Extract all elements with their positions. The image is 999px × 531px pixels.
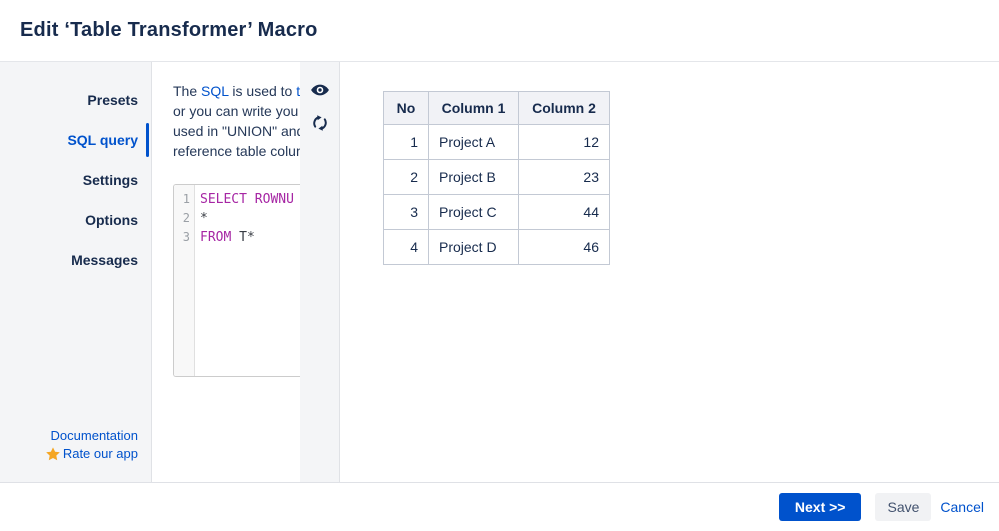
code-line: * bbox=[200, 211, 208, 226]
description-line: used in "UNION" and bbox=[173, 123, 300, 139]
line-number: 1 bbox=[182, 192, 190, 206]
table-cell: Project D bbox=[428, 229, 519, 265]
description-link[interactable]: tr bbox=[296, 83, 300, 99]
save-button[interactable]: Save bbox=[875, 493, 932, 521]
dialog-body: Presets SQL query Settings Options Messages … bbox=[0, 62, 999, 483]
table-row: 1 Project A 12 bbox=[383, 124, 610, 160]
line-number: 3 bbox=[182, 230, 190, 244]
rate-our-app-link[interactable]: Rate our app bbox=[46, 445, 138, 463]
sql-description-text: The SQL is used to tr or you can write yo… bbox=[173, 81, 300, 161]
table-cell: Project A bbox=[428, 124, 519, 160]
sql-query-panel: The SQL is used to tr or you can write yo… bbox=[152, 62, 300, 482]
editor-code-area[interactable]: SELECT ROWNU * FROM T* bbox=[195, 185, 300, 376]
code-line: SELECT ROWNU bbox=[200, 192, 294, 207]
editor-line-numbers: 1 2 3 bbox=[174, 185, 195, 376]
table-header-cell: Column 2 bbox=[518, 91, 610, 125]
sql-code-editor[interactable]: 1 2 3 SELECT ROWNU * FROM T* bbox=[173, 184, 300, 377]
sidebar-item-messages[interactable]: Messages bbox=[71, 252, 138, 268]
description-line: reference table colum bbox=[173, 143, 300, 159]
sidebar-item-settings[interactable]: Settings bbox=[82, 172, 138, 188]
line-number: 2 bbox=[182, 211, 190, 225]
table-cell: 46 bbox=[518, 229, 610, 265]
cancel-button[interactable]: Cancel bbox=[936, 493, 988, 521]
sidebar-item-sql-query[interactable]: SQL query bbox=[0, 120, 151, 160]
table-cell: Project C bbox=[428, 194, 519, 230]
table-row: 3 Project C 44 bbox=[383, 194, 610, 230]
table-cell: 23 bbox=[518, 159, 610, 195]
sidebar-footer: Documentation Rate our app bbox=[46, 427, 138, 466]
table-cell: 2 bbox=[383, 159, 429, 195]
code-line: FROM T* bbox=[200, 230, 255, 245]
table-header-cell: No bbox=[383, 91, 429, 125]
table-cell: 44 bbox=[518, 194, 610, 230]
preview-eye-icon[interactable] bbox=[309, 79, 331, 101]
table-cell: 4 bbox=[383, 229, 429, 265]
refresh-icon[interactable] bbox=[309, 112, 331, 134]
table-row: 2 Project B 23 bbox=[383, 159, 610, 195]
star-icon bbox=[46, 447, 60, 461]
table-preview-panel: No Column 1 Column 2 1 Project A 12 2 Project … bbox=[340, 62, 999, 482]
table-row: 4 Project D 46 bbox=[383, 229, 610, 265]
dialog-header: Edit ‘Table Transformer’ Macro bbox=[0, 0, 999, 62]
dialog-footer: Next >> Save Cancel bbox=[0, 483, 999, 531]
description-line: The SQL is used to tr bbox=[173, 81, 300, 101]
preview-table: No Column 1 Column 2 1 Project A 12 2 Project … bbox=[383, 91, 610, 265]
documentation-link[interactable]: Documentation bbox=[50, 428, 138, 443]
next-button[interactable]: Next >> bbox=[778, 493, 862, 521]
description-link[interactable]: SQL bbox=[201, 83, 229, 99]
sidebar-item-options[interactable]: Options bbox=[85, 212, 138, 228]
editor-toolbar bbox=[300, 62, 340, 482]
table-header-cell: Column 1 bbox=[428, 91, 519, 125]
rate-our-app-label: Rate our app bbox=[62, 446, 138, 461]
sidebar-item-presets[interactable]: Presets bbox=[87, 92, 138, 108]
table-cell: 1 bbox=[383, 124, 429, 160]
sidebar-item-list: Presets SQL query Settings Options Messages bbox=[0, 62, 151, 280]
preview-table-header-row: No Column 1 Column 2 bbox=[383, 91, 610, 125]
settings-sidebar: Presets SQL query Settings Options Messages … bbox=[0, 62, 152, 482]
table-cell: 12 bbox=[518, 124, 610, 160]
table-cell: 3 bbox=[383, 194, 429, 230]
description-line: or you can write you bbox=[173, 103, 299, 119]
page-title: Edit ‘Table Transformer’ Macro bbox=[20, 19, 318, 41]
table-cell: Project B bbox=[428, 159, 519, 195]
